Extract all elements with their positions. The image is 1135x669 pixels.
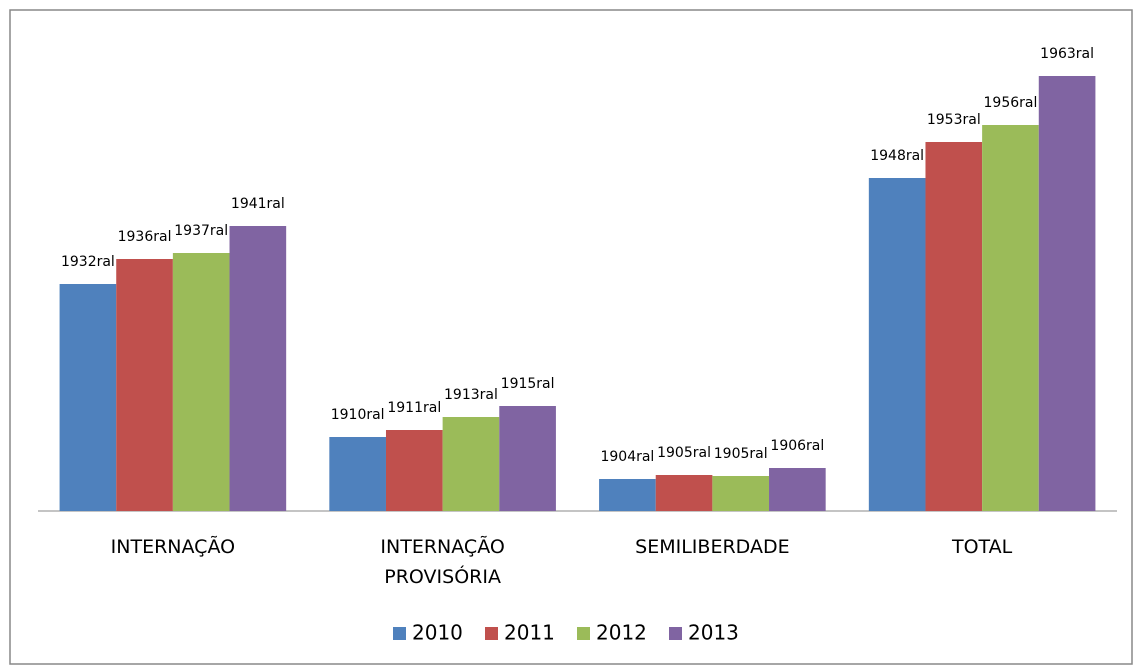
data-label: 1963ral	[1040, 46, 1094, 62]
bar	[499, 406, 556, 511]
bar	[229, 226, 287, 511]
data-label: 1948ral	[870, 148, 924, 164]
data-label: 1956ral	[984, 95, 1038, 111]
bar	[868, 178, 926, 511]
data-label: 1911ral	[387, 400, 441, 416]
bar	[769, 468, 826, 511]
legend-swatch	[485, 627, 498, 640]
bar	[655, 475, 713, 511]
data-label: 1936ral	[118, 229, 172, 245]
data-label: 1915ral	[501, 376, 555, 392]
legend-label: 2011	[504, 621, 555, 645]
data-label: 1905ral	[714, 446, 768, 462]
data-label: 1904ral	[600, 449, 654, 465]
x-tick-label: INTERNAÇÃO PROVISÓRIA	[380, 536, 505, 588]
bar	[599, 479, 656, 511]
bar	[59, 284, 117, 511]
data-label: 1941ral	[231, 196, 285, 212]
data-label: 1937ral	[174, 223, 228, 239]
legend-label: 2012	[596, 621, 647, 645]
bar	[1038, 76, 1096, 511]
bar	[329, 437, 386, 511]
legend-swatch	[577, 627, 590, 640]
bar	[442, 417, 500, 511]
legend-label: 2013	[688, 621, 739, 645]
bar	[385, 430, 443, 511]
data-label: 1913ral	[444, 387, 498, 403]
x-tick-label: INTERNAÇÃO	[110, 536, 236, 558]
legend-swatch	[669, 627, 682, 640]
data-label: 1953ral	[927, 112, 981, 128]
data-label: 1932ral	[61, 254, 115, 270]
bar	[982, 125, 1039, 511]
x-tick-label: SEMILIBERDADE	[635, 536, 790, 558]
data-label: 1906ral	[770, 438, 824, 454]
bar	[712, 476, 770, 511]
bar	[116, 259, 173, 511]
legend-swatch	[393, 627, 406, 640]
bar	[925, 142, 983, 511]
bar	[172, 253, 230, 511]
legend-label: 2010	[412, 621, 463, 645]
x-tick-label: TOTAL	[951, 536, 1013, 558]
data-label: 1905ral	[657, 445, 711, 461]
data-label: 1910ral	[331, 407, 385, 423]
